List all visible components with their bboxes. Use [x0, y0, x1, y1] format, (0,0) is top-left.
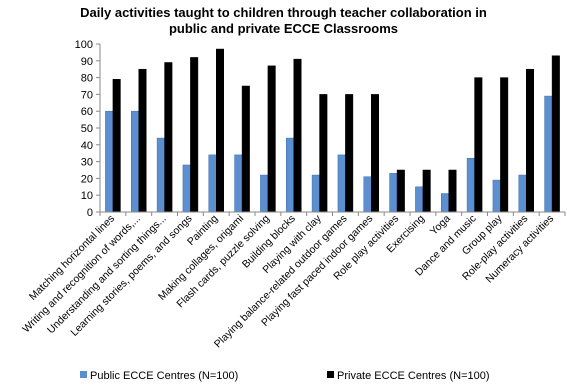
bar-public — [337, 154, 346, 213]
y-tick-label: 90 — [81, 56, 93, 68]
y-tick-label: 60 — [81, 106, 93, 118]
bar-private — [164, 62, 173, 213]
legend-item-public: Public ECCE Centres (N=100) — [80, 369, 238, 383]
bar-public — [182, 164, 191, 213]
bar-public — [492, 179, 501, 213]
legend-swatch-public — [80, 371, 87, 378]
bar-private — [474, 77, 483, 213]
legend-label-public: Public ECCE Centres (N=100) — [90, 370, 239, 382]
bar-public — [518, 174, 527, 213]
bar-private — [371, 94, 379, 213]
bar-public — [389, 173, 398, 213]
bar-private — [422, 169, 431, 213]
bars — [105, 48, 560, 213]
bar-private — [216, 48, 224, 213]
bar-private — [293, 58, 302, 213]
bar-public — [234, 154, 243, 213]
bar-private — [241, 85, 250, 213]
chart-title: Daily activities taught to children thro… — [0, 5, 567, 37]
bar-private — [267, 65, 276, 213]
bar-public — [544, 95, 553, 213]
bar-public — [363, 176, 372, 213]
y-axis: 0 10 20 30 40 50 60 70 80 90 100 — [75, 39, 101, 219]
bar-private — [345, 94, 354, 213]
bar-private — [396, 169, 405, 213]
y-tick-label: 70 — [81, 89, 93, 101]
y-tick-label: 20 — [81, 173, 93, 185]
legend-swatch-private — [327, 371, 334, 378]
y-tick-label: 0 — [87, 207, 93, 219]
y-tick-label: 10 — [81, 190, 93, 202]
chart-title-line-2: public and private ECCE Classrooms — [168, 21, 398, 36]
bar-public — [311, 174, 320, 213]
legend-label-private: Private ECCE Centres (N=100) — [337, 370, 490, 382]
bar-public — [105, 110, 114, 213]
bar-private — [526, 68, 534, 213]
legend: Public ECCE Centres (N=100) Private ECCE… — [0, 369, 567, 387]
y-tick-label: 50 — [81, 123, 93, 135]
y-tick-label: 30 — [81, 157, 93, 169]
y-tick-label: 100 — [75, 39, 93, 51]
bar-public — [156, 137, 165, 213]
bar-private — [448, 169, 457, 213]
bar-public — [286, 137, 294, 213]
bar-private — [551, 55, 560, 213]
bar-public — [131, 110, 139, 213]
bar-private — [500, 77, 509, 213]
bar-public — [260, 174, 269, 213]
bar-public — [208, 154, 217, 213]
bar-private — [190, 57, 199, 213]
bar-private — [319, 94, 328, 213]
bar-private — [138, 68, 147, 213]
bar-public — [466, 157, 475, 213]
chart-title-line-1: Daily activities taught to children thro… — [80, 5, 487, 20]
y-tick-label: 80 — [81, 73, 93, 85]
bar-public — [415, 186, 424, 213]
bar-private — [112, 79, 121, 213]
bar-public — [441, 193, 449, 213]
y-tick-label: 40 — [81, 140, 93, 152]
legend-item-private: Private ECCE Centres (N=100) — [327, 369, 490, 383]
